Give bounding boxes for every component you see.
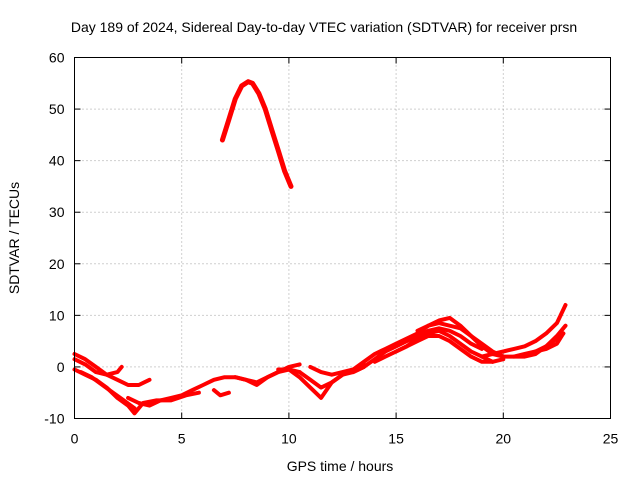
series-arc-13 xyxy=(394,334,506,364)
x-tick-label: 20 xyxy=(496,431,512,447)
series-arc-11 xyxy=(351,326,484,375)
series-arc-2 xyxy=(72,357,124,377)
x-tick-label: 25 xyxy=(603,431,619,447)
y-tick-label: 40 xyxy=(49,153,65,169)
x-tick-label: 5 xyxy=(178,431,186,447)
y-tick-label: 20 xyxy=(49,256,65,272)
y-tick-label: 50 xyxy=(49,101,65,117)
series-arc-6 xyxy=(211,388,231,398)
series-arc-7 xyxy=(233,362,302,385)
x-tick-label: 10 xyxy=(281,431,297,447)
plot-frame xyxy=(74,57,611,419)
tick-layer: 0 5 10 15 20 25 -10 0 10 20 30 40 50 60 xyxy=(44,50,618,447)
series-arc-14 xyxy=(415,321,506,359)
x-tick-label: 0 xyxy=(71,431,79,447)
x-axis-label: GPS time / hours xyxy=(287,458,394,474)
chart-title: Day 189 of 2024, Sidereal Day-to-day VTE… xyxy=(71,19,577,35)
series-arc-10 xyxy=(308,362,366,377)
y-tick-label: 10 xyxy=(49,307,65,323)
series-arc-peak xyxy=(219,79,294,189)
series-arc-4 xyxy=(78,370,137,411)
x-tick-label: 15 xyxy=(388,431,404,447)
y-tick-label: 0 xyxy=(57,359,65,375)
y-tick-label: 60 xyxy=(49,50,65,66)
series-arc-1 xyxy=(72,352,152,387)
y-tick-label: -10 xyxy=(44,411,64,427)
series-layer xyxy=(72,79,568,416)
grid-layer xyxy=(74,57,611,419)
y-tick-label: 30 xyxy=(49,204,65,220)
series-arc-15 xyxy=(479,303,568,359)
series-arc-17 xyxy=(533,331,566,354)
y-axis-label: SDTVAR / TECUs xyxy=(6,182,22,294)
